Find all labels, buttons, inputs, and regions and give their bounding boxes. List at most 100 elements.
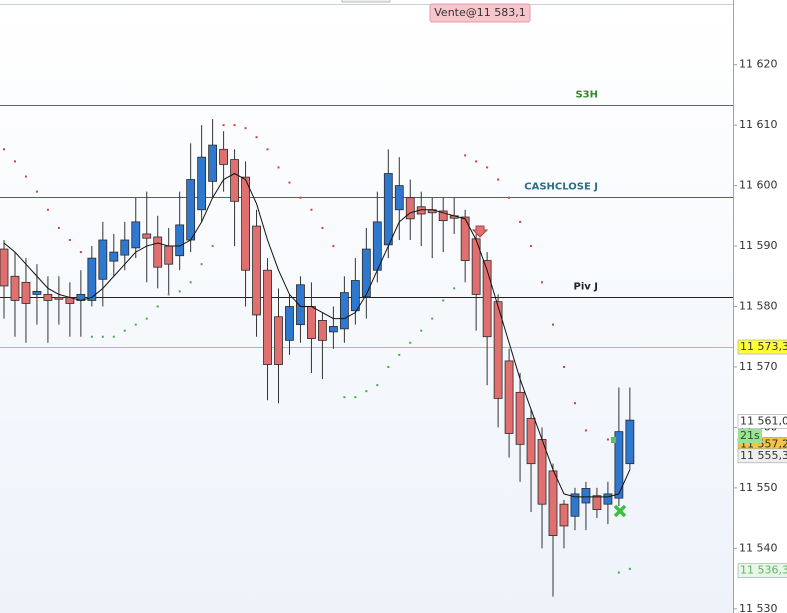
candle-body bbox=[361, 248, 371, 298]
buy-marker bbox=[613, 504, 627, 518]
candle-body bbox=[109, 251, 119, 262]
candle-body bbox=[252, 225, 261, 316]
candle-body bbox=[515, 391, 525, 445]
level-label: CASHCLOSE J bbox=[524, 182, 598, 193]
sar-dot bbox=[145, 317, 148, 320]
sar-dot bbox=[606, 438, 609, 441]
sar-dot bbox=[409, 341, 412, 344]
price-tag-bg bbox=[737, 414, 787, 429]
candle-body bbox=[625, 419, 635, 465]
candle-body bbox=[0, 248, 9, 287]
candle-body bbox=[21, 281, 31, 304]
candle-body bbox=[164, 245, 174, 265]
candle-body bbox=[471, 238, 481, 295]
sar-dot bbox=[244, 127, 247, 130]
y-tick-label: 11 610 bbox=[739, 118, 778, 131]
sar-dot bbox=[552, 323, 554, 326]
candle-body bbox=[504, 360, 514, 434]
sar-dot bbox=[562, 365, 565, 368]
order-label: Vente@11 583,1 bbox=[434, 6, 525, 19]
candle-body bbox=[153, 236, 163, 268]
candle-body bbox=[131, 221, 141, 249]
y-tick-label: 11 590 bbox=[739, 239, 778, 252]
candle-body bbox=[175, 224, 185, 257]
sar-dot bbox=[486, 166, 489, 169]
candle-body bbox=[296, 284, 305, 326]
sar-dot bbox=[233, 124, 236, 127]
timer-label: 21s bbox=[740, 429, 760, 442]
sar-dot bbox=[46, 208, 49, 211]
sar-dot bbox=[134, 323, 137, 326]
sar-dot bbox=[321, 226, 324, 229]
sar-dot bbox=[277, 166, 280, 169]
candle-body bbox=[405, 197, 415, 220]
sar-dot bbox=[431, 317, 434, 320]
tab bbox=[341, 0, 391, 3]
sar-dot bbox=[497, 178, 500, 181]
candle-body bbox=[581, 488, 591, 504]
plot: S3H CASHCLOSE J Piv J bbox=[0, 90, 733, 597]
candle-body bbox=[394, 185, 404, 211]
sar-dot bbox=[475, 160, 478, 163]
sar-dot bbox=[584, 429, 587, 432]
y-tick-label: 11 550 bbox=[739, 481, 778, 494]
candle-body bbox=[120, 239, 130, 256]
candle-body bbox=[339, 292, 349, 330]
sar-dot bbox=[573, 402, 576, 405]
sar-dot bbox=[508, 196, 511, 199]
candle-body bbox=[32, 290, 42, 295]
price-tag-label: 11 555,3 bbox=[740, 449, 787, 462]
sar-dot bbox=[628, 567, 631, 570]
sar-dot bbox=[156, 305, 159, 308]
sell-arrow bbox=[471, 225, 489, 238]
signal-marker bbox=[611, 437, 616, 443]
candle-body bbox=[230, 159, 239, 202]
candle-body bbox=[307, 306, 316, 339]
sar-dot bbox=[79, 251, 82, 254]
candle-body bbox=[87, 257, 97, 301]
sar-dot bbox=[420, 329, 423, 332]
candle-body bbox=[603, 493, 613, 505]
candle-body bbox=[98, 239, 108, 280]
sar-dot bbox=[167, 293, 170, 296]
candle-body bbox=[285, 306, 294, 341]
sar-dot bbox=[200, 263, 203, 266]
timer-bg bbox=[738, 429, 762, 443]
sar-dot bbox=[617, 571, 620, 574]
candle-body bbox=[10, 275, 20, 301]
sar-dot bbox=[123, 329, 126, 332]
sar-dot bbox=[255, 136, 258, 139]
price-tag-label: 11 561,0 bbox=[740, 414, 787, 427]
sar-dot bbox=[332, 245, 335, 248]
axis-bg bbox=[733, 0, 787, 613]
price-tag-bg bbox=[737, 339, 787, 355]
candle-body bbox=[197, 156, 207, 211]
sar-dot bbox=[519, 220, 522, 223]
level-label: Piv J bbox=[574, 282, 598, 293]
sar-dot bbox=[354, 396, 357, 399]
y-tick-label: 11 600 bbox=[739, 179, 778, 192]
sar-dot bbox=[442, 299, 445, 302]
moving-average bbox=[3, 172, 631, 498]
sar-dot bbox=[365, 390, 368, 393]
candle-body bbox=[614, 431, 624, 499]
candle-body bbox=[537, 439, 547, 505]
sar-dot bbox=[530, 245, 533, 248]
sar-dot bbox=[387, 365, 390, 368]
sar-dot bbox=[211, 245, 214, 248]
price-tag-bg bbox=[737, 563, 787, 578]
candle-body bbox=[274, 316, 283, 365]
candle-body bbox=[548, 470, 558, 537]
candle-body bbox=[383, 173, 393, 246]
sar-dot bbox=[57, 226, 60, 229]
y-tick-label: 11 530 bbox=[739, 602, 778, 613]
y-tick-label: 11 540 bbox=[739, 541, 778, 554]
sar-dot bbox=[189, 281, 192, 284]
price-tag-label: 11 573,3 bbox=[740, 340, 787, 353]
sar-dot bbox=[68, 239, 71, 242]
sar-dot bbox=[90, 335, 93, 338]
order-tag-bg bbox=[429, 3, 531, 23]
candle-body bbox=[350, 280, 360, 312]
sar-dot bbox=[222, 124, 225, 127]
